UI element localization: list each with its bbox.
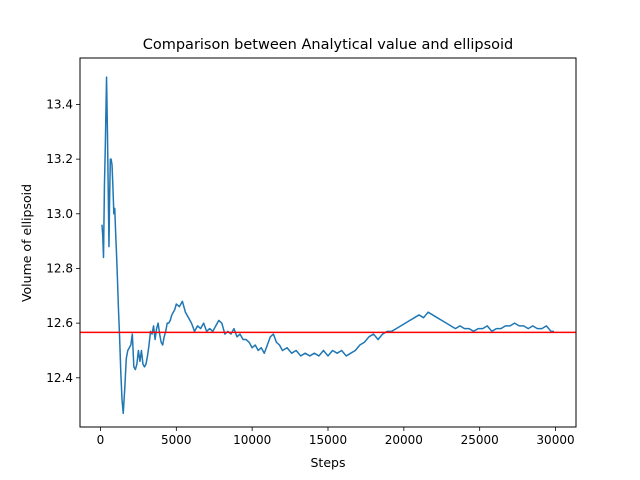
y-tick-label: 13.2 xyxy=(46,152,73,166)
y-tick-label: 12.8 xyxy=(46,261,73,275)
plot-frame xyxy=(79,57,577,428)
y-tick-label: 12.4 xyxy=(46,371,73,385)
x-tick-label: 10000 xyxy=(233,433,271,447)
x-tick-label: 30000 xyxy=(536,433,574,447)
y-axis-label: Volume of ellipsoid xyxy=(19,184,34,302)
x-tick-label: 20000 xyxy=(385,433,423,447)
x-axis-label: Steps xyxy=(311,455,346,470)
ticks-layer: 0 5000 10000 15000 20000 25000 30000 12.4 12.6 12… xyxy=(46,97,574,447)
x-tick-label: 25000 xyxy=(461,433,499,447)
plot-area xyxy=(80,58,576,427)
y-tick-label: 12.6 xyxy=(46,316,73,330)
y-tick-label: 13.0 xyxy=(46,207,73,221)
series-layer xyxy=(80,76,576,415)
chart-title: Comparison between Analytical value and … xyxy=(143,37,514,53)
y-tick-label: 13.4 xyxy=(46,97,73,111)
ellipsoid-volume-line xyxy=(101,76,555,415)
x-tick-label: 0 xyxy=(97,433,105,447)
x-tick-label: 5000 xyxy=(161,433,192,447)
x-tick-label: 15000 xyxy=(309,433,347,447)
